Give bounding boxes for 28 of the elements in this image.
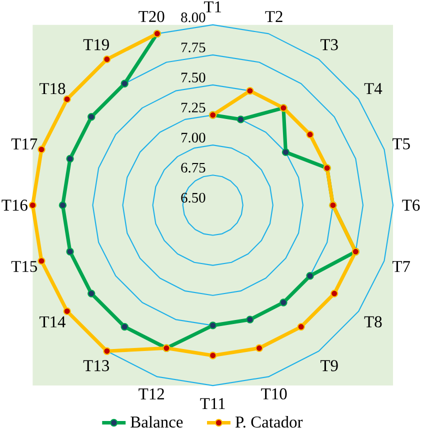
spoke-label: T16: [2, 200, 28, 211]
spoke-label: T3: [320, 39, 338, 50]
legend-label: Balance: [130, 416, 183, 428]
spoke-label: T4: [364, 83, 382, 94]
y-tick-label: 7.00: [182, 132, 206, 143]
spoke-label: T8: [364, 316, 382, 328]
y-tick-label: 7.50: [182, 72, 206, 82]
spoke-label: T1: [204, 1, 222, 12]
spoke-label: T15: [12, 260, 38, 272]
spoke-label: T6: [402, 200, 420, 211]
spoke-label: T17: [12, 138, 38, 150]
y-tick-label: 7.25: [182, 102, 206, 112]
spoke-label: T18: [40, 83, 66, 94]
spoke-label: T10: [261, 388, 287, 400]
spoke-label: T7: [392, 261, 410, 272]
spoke-label: T5: [392, 138, 410, 150]
legend-label: P. Catador: [236, 416, 303, 428]
spoke-label: T13: [84, 360, 110, 372]
y-tick-label: 8.00: [181, 12, 206, 22]
spoke-label: T20: [138, 10, 164, 22]
y-tick-label: 7.75: [182, 42, 206, 52]
spoke-label: T11: [200, 398, 226, 410]
spoke-label: T12: [138, 388, 164, 400]
spoke-label: T14: [40, 316, 66, 328]
spoke-label: T19: [84, 39, 110, 50]
spoke-label: T2: [265, 11, 283, 22]
spoke-label: T9: [320, 360, 338, 372]
y-tick-label: 6.75: [181, 162, 206, 173]
